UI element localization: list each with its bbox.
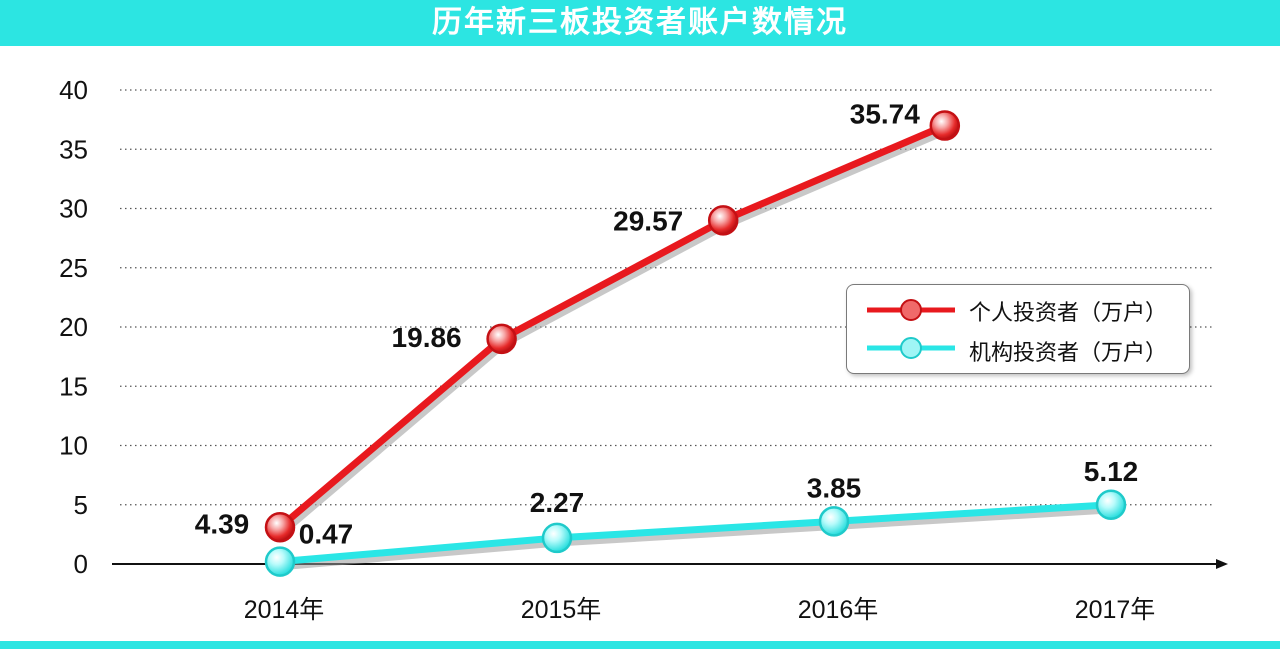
data-label: 5.12 — [1084, 456, 1139, 487]
x-tick-label: 2017年 — [1075, 596, 1156, 624]
y-tick-label: 10 — [59, 431, 88, 461]
legend-label-institutional: 机构投资者（万户） — [969, 341, 1168, 366]
marker-personal — [264, 512, 296, 543]
x-tick-label: 2014年 — [244, 596, 325, 624]
marker-personal — [707, 205, 739, 236]
series-line-personal — [276, 122, 949, 531]
marker-personal — [929, 110, 961, 141]
bottom-band — [0, 641, 1280, 649]
y-tick-label: 35 — [59, 134, 88, 164]
legend-item-personal: 个人投资者（万户） — [847, 289, 1189, 329]
y-tick-label: 20 — [59, 312, 88, 342]
series-shadow — [276, 123, 953, 536]
data-label: 2.27 — [530, 487, 585, 518]
title-band — [0, 0, 1280, 46]
x-axis-arrow — [1216, 559, 1228, 569]
series-line-institutional — [276, 501, 1115, 566]
marker-institutional — [264, 546, 296, 577]
x-tick-label: 2015年 — [521, 596, 602, 624]
y-tick-label: 25 — [59, 253, 88, 283]
data-label: 19.86 — [392, 322, 462, 353]
y-tick-label: 0 — [74, 549, 88, 579]
data-label: 4.39 — [195, 508, 250, 539]
legend: 个人投资者（万户） 机构投资者（万户） — [846, 284, 1190, 374]
marker-personal — [486, 323, 517, 355]
data-label: 29.57 — [613, 205, 683, 236]
y-tick-label: 5 — [74, 490, 88, 520]
legend-marker-personal — [867, 299, 955, 321]
legend-label-personal: 个人投资者（万户） — [969, 301, 1168, 326]
data-label: 35.74 — [850, 99, 920, 130]
legend-item-institutional: 机构投资者（万户） — [847, 329, 1189, 369]
x-tick-label: 2016年 — [798, 596, 879, 624]
chart-title: 历年新三板投资者账户数情况 — [432, 5, 848, 40]
marker-institutional — [818, 506, 850, 537]
marker-institutional — [541, 522, 573, 554]
y-tick-label: 30 — [59, 194, 88, 224]
data-label: 0.47 — [299, 519, 354, 550]
series-shadow — [276, 502, 1119, 571]
y-tick-label: 40 — [59, 75, 88, 105]
y-tick-label: 15 — [59, 371, 88, 401]
data-label: 3.85 — [807, 472, 862, 503]
marker-institutional — [1095, 489, 1127, 520]
legend-marker-institutional — [867, 337, 955, 359]
